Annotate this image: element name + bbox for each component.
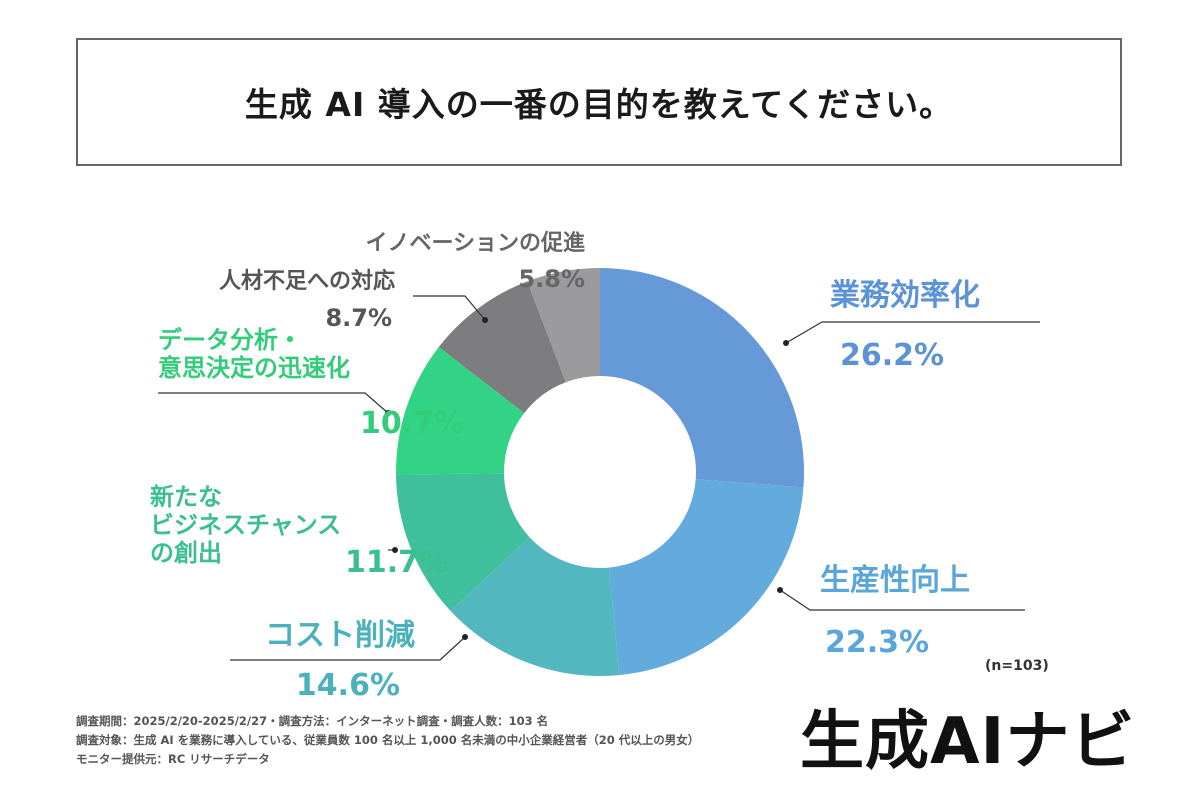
survey-period: 調査期間：2025/2/20-2025/2/27・調査方法：インターネット調査・… [76,714,549,728]
donut-slice-7 [527,268,600,383]
leader-line-6 [413,295,486,321]
donut-slice-1 [600,268,804,488]
category-label-3: コスト削減 [265,618,415,653]
donut-slice-5 [396,346,525,475]
leader-dot-4 [392,547,398,553]
category-label-5-line-1: データ分析・ [158,326,302,354]
survey-provider: モニター提供元：RC リサーチデータ [76,752,270,766]
category-label-5-line-2: 意思決定の迅速化 [158,354,350,382]
leader-dot-1 [783,340,789,346]
category-label-4-line-3: の創出 [150,539,222,567]
value-label-2: 22.3% [825,625,929,660]
sample-size-note: (n=103) [985,658,1049,674]
donut-slice-6 [438,281,566,414]
leader-line-1 [785,321,1040,344]
leader-line-3 [230,636,466,661]
leader-line-2 [779,589,1025,611]
category-label-6: 人材不足への対応 [219,268,395,294]
donut-slice-4 [396,473,530,611]
survey-footer: 調査期間：2025/2/20-2025/2/27・調査方法：インターネット調査・… [76,712,796,769]
value-label-4: 11.7% [345,545,449,580]
category-label-1: 業務効率化 [830,278,980,313]
page-title: 生成 AI 導入の一番の目的を教えてください。 [244,85,954,124]
value-label-1: 26.2% [840,338,944,373]
category-label-4-line-2: ビジネスチャンス [150,511,341,539]
value-label-5: 10.7% [360,406,464,441]
donut-slice-2 [609,479,804,676]
brand-logo: 生成AIナビ [800,705,1136,779]
leader-dot-2 [777,587,783,593]
category-label-4-line-1: 新たな [150,483,222,511]
leader-dot-3 [462,634,468,640]
value-label-3: 14.6% [296,668,400,703]
leader-dot-5 [385,410,391,416]
survey-target: 調査対象：生成 AI を業務に導入している、従業員数 100 名以上 1,000… [76,733,700,747]
value-label-7: 5.8% [518,265,585,293]
value-label-6: 8.7% [325,304,392,332]
donut-slice-3 [450,537,620,676]
category-label-7: イノベーションの促進 [365,231,585,256]
leader-dot-6 [482,317,488,323]
leader-line-5 [158,392,389,414]
category-label-2: 生産性向上 [820,563,970,598]
title-box: 生成 AI 導入の一番の目的を教えてください。 [76,38,1122,166]
